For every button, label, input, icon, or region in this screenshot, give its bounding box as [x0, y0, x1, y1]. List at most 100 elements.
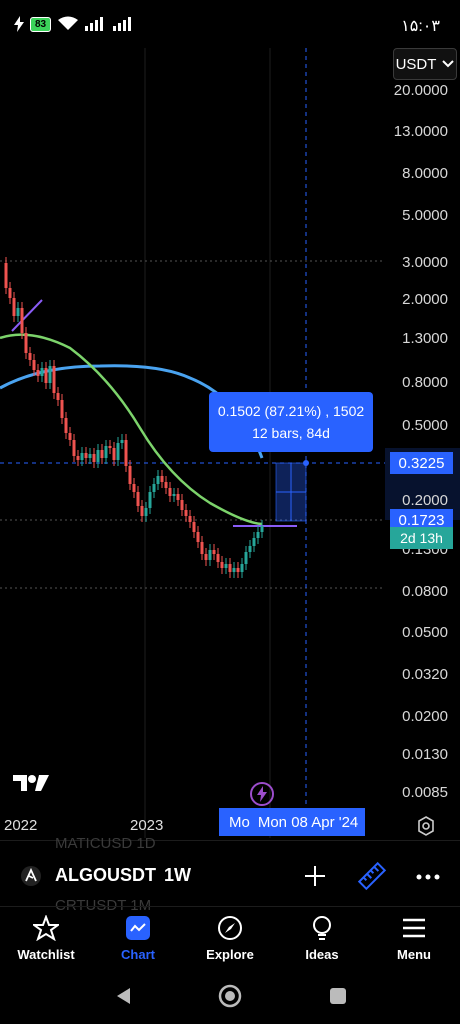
candle-body	[228, 564, 232, 572]
candle-body	[208, 550, 212, 560]
candle-body	[128, 466, 132, 484]
more-options-icon[interactable]	[416, 874, 440, 880]
y-axis-label: 0.0130	[402, 746, 448, 763]
candle-body	[176, 494, 180, 500]
candle-body	[32, 360, 36, 370]
y-axis-label: 0.2000	[402, 492, 448, 509]
ruler-icon[interactable]	[357, 861, 387, 891]
candle-body	[224, 564, 228, 568]
crosshair-price-tag: 0.3225	[390, 452, 453, 474]
nav-label: Chart	[121, 947, 155, 962]
candle-body	[76, 456, 80, 460]
candle-body	[136, 492, 140, 506]
candle-body	[108, 446, 112, 448]
nav-ideas[interactable]: Ideas	[276, 907, 368, 973]
candle-body	[52, 366, 56, 393]
candle-body	[64, 418, 68, 433]
nav-label: Menu	[397, 947, 431, 962]
candle-body	[8, 288, 12, 298]
add-plus-icon[interactable]	[304, 865, 326, 887]
measure-line2: 12 bars, 84d	[252, 425, 330, 441]
nav-chart[interactable]: Chart	[92, 907, 184, 973]
chart-area[interactable]: USDT 20.0000 13.0000 8.0000 5.0000 3.0000 2.0…	[0, 48, 460, 838]
currency-label: USDT	[395, 55, 437, 73]
y-axis-label: 0.0200	[402, 708, 448, 725]
candle-body	[84, 453, 88, 458]
nav-explore[interactable]: Explore	[184, 907, 276, 973]
hamburger-icon	[403, 918, 425, 938]
date-tag-prefix: Mo	[229, 813, 250, 831]
candle-body	[172, 494, 176, 496]
currency-selector[interactable]: USDT	[393, 48, 457, 80]
candle-body	[16, 308, 20, 316]
nav-watchlist[interactable]: Watchlist	[0, 907, 92, 973]
candle-body	[180, 500, 184, 510]
candle-body	[100, 450, 104, 458]
chart-icon	[126, 916, 150, 940]
candle-body	[192, 522, 196, 532]
candle-body	[236, 568, 240, 572]
candle-body	[80, 453, 84, 460]
nav-label: Watchlist	[17, 947, 75, 962]
candle-body	[248, 546, 252, 552]
bar-countdown-tag: 2d 13h	[390, 527, 453, 549]
candle-body	[212, 550, 216, 554]
candle-body	[220, 562, 224, 568]
candle-body	[132, 484, 136, 492]
candle-body	[196, 532, 200, 542]
y-axis-label: 0.0320	[402, 666, 448, 683]
candle-body	[124, 440, 128, 466]
y-axis-label: 20.0000	[393, 82, 448, 99]
candle-body	[152, 484, 156, 492]
crosshair-dot	[303, 460, 309, 466]
candle-body	[232, 568, 236, 572]
battery-indicator: 83	[30, 16, 52, 32]
tradingview-logo	[13, 775, 49, 791]
home-icon[interactable]	[218, 984, 242, 1008]
interval-label[interactable]: 1W	[164, 865, 191, 885]
back-icon[interactable]	[114, 986, 134, 1006]
system-navigation-bar	[0, 972, 460, 1024]
candle-body	[252, 538, 256, 546]
candle-body	[188, 516, 192, 522]
date-tag-label: Mon 08 Apr '24	[257, 813, 359, 831]
trend-line	[11, 299, 43, 332]
signal-icon	[85, 17, 104, 31]
candle-body	[28, 353, 32, 360]
candle-body	[164, 482, 168, 488]
nav-menu[interactable]: Menu	[368, 907, 460, 973]
candle-body	[36, 370, 40, 376]
candle-body	[72, 440, 76, 456]
candle-body	[104, 446, 108, 458]
candle-body	[260, 526, 264, 532]
charging-icon	[14, 16, 24, 32]
candle-body	[156, 476, 160, 484]
recents-icon[interactable]	[329, 987, 347, 1005]
candle-body	[112, 448, 116, 460]
lightbulb-icon	[313, 916, 331, 940]
candle-body	[116, 443, 120, 460]
candle-body	[96, 450, 100, 462]
symbol-name[interactable]: ALGOUSDT	[55, 865, 156, 885]
candle-body	[12, 298, 16, 316]
y-axis-label: 1.3000	[402, 330, 448, 347]
candle-body	[92, 454, 96, 462]
symbol-ghost-below: CRTUSDT 1M	[55, 897, 152, 914]
settings-gear-icon[interactable]	[416, 816, 436, 836]
status-icons: 83	[14, 16, 135, 32]
chevron-down-icon	[442, 60, 455, 68]
candle-body	[148, 492, 152, 508]
x-axis-label-2022: 2022	[4, 817, 38, 834]
candle-body	[48, 366, 52, 383]
candle-body	[160, 476, 164, 482]
candle-body	[120, 440, 124, 443]
candle-body	[200, 542, 204, 554]
replay-lightning-icon[interactable]	[249, 781, 275, 807]
symbol-bar[interactable]: MATICUSD 1D CRTUSDT 1M ALGOUSDT 1W	[0, 835, 460, 914]
y-axis-label: 0.5000	[402, 417, 448, 434]
candle-body	[204, 554, 208, 560]
y-axis-label: 8.0000	[402, 165, 448, 182]
x-axis-label-2023: 2023	[130, 817, 164, 834]
y-axis-label: 0.8000	[402, 374, 448, 391]
candle-body	[240, 564, 244, 572]
